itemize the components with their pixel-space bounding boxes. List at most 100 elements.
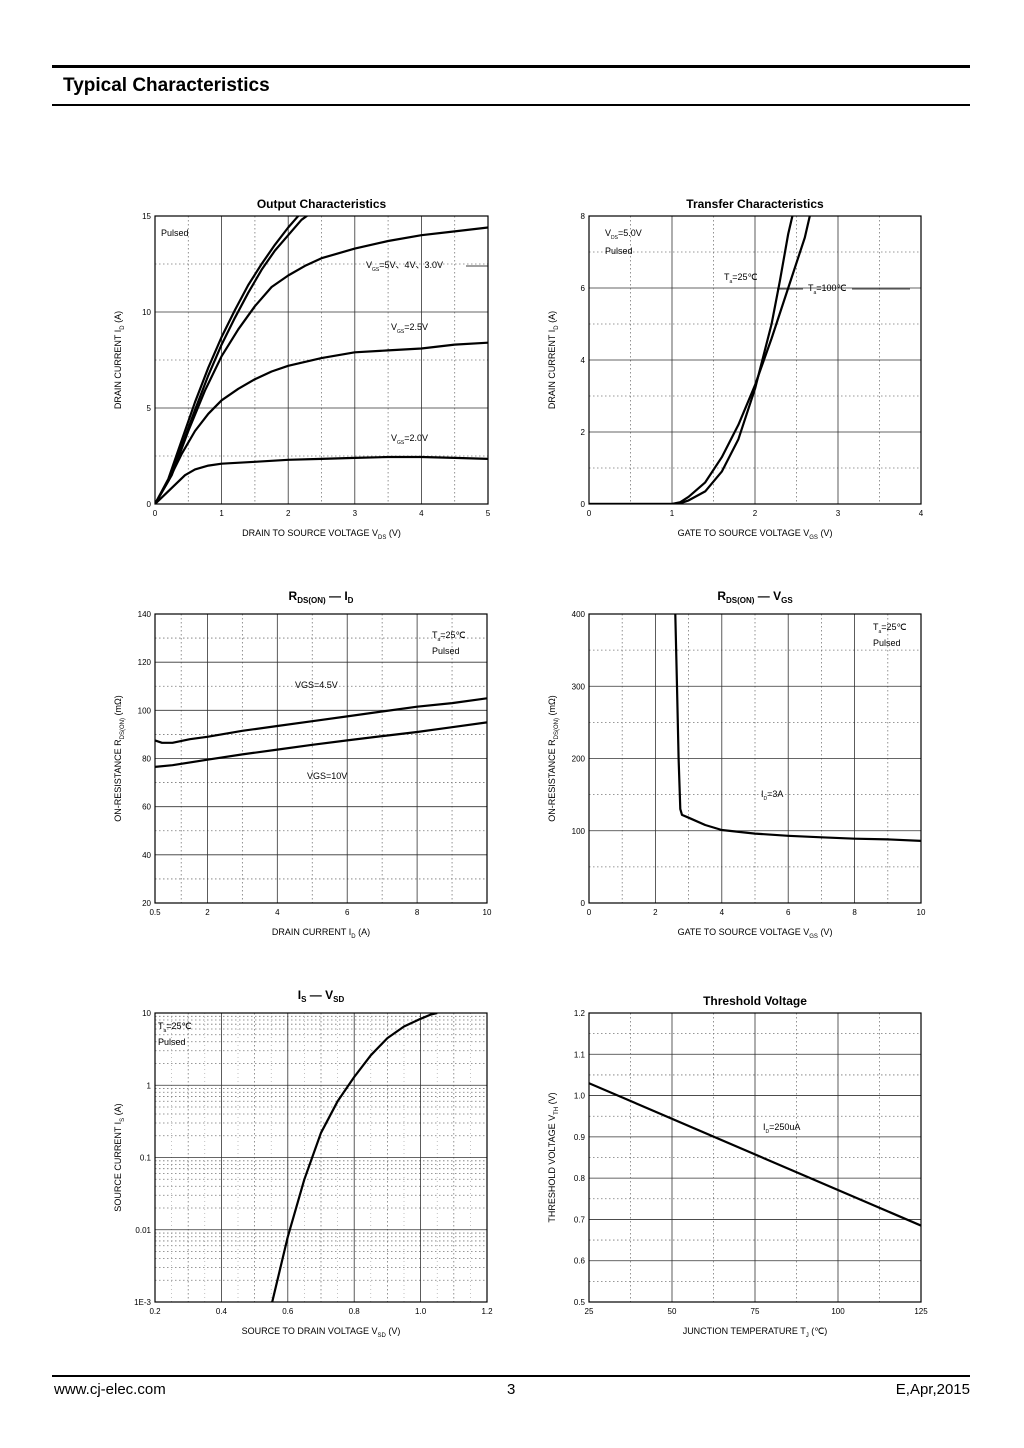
x-tick-label: 8 [852, 908, 857, 917]
y-tick-label: 80 [142, 755, 151, 764]
x-tick-label: 1 [219, 509, 224, 518]
series-line [155, 721, 487, 768]
x-tick-label: 0 [587, 908, 592, 917]
chart-title: RDS(ON) — VGS [717, 589, 793, 605]
chart-note: Ta=25℃ [158, 1021, 192, 1034]
x-tick-label: 100 [831, 1307, 845, 1316]
plot-frame [588, 215, 922, 505]
y-axis-label: DRAIN CURRENT ID (A) [547, 311, 560, 409]
series-line [271, 1013, 438, 1302]
y-tick-label: 40 [142, 851, 151, 860]
chart-note: Pulsed [432, 646, 460, 656]
plot-frame [588, 613, 922, 904]
chart-output: 0 1 2 3 4 5 0 5 10 15 Output Characteristics DRAIN … [113, 197, 491, 541]
x-tick-label: 125 [914, 1307, 928, 1316]
x-axis-label: GATE TO SOURCE VOLTAGE VGS (V) [678, 528, 833, 541]
y-tick-label: 100 [138, 706, 152, 715]
footer-page-number: 3 [507, 1381, 516, 1398]
y-tick-label: 0.01 [135, 1226, 151, 1235]
chart-note: Pulsed [605, 246, 633, 256]
x-tick-label: 0.5 [149, 908, 161, 917]
x-tick-label: 5 [486, 509, 491, 518]
chart-note: Ta=25℃ [432, 630, 466, 643]
chart-title: Threshold Voltage [703, 994, 807, 1008]
y-tick-label: 1 [147, 1081, 152, 1090]
y-tick-label: 1.1 [574, 1050, 586, 1059]
x-tick-label: 0 [153, 509, 158, 518]
series-label: VGS=2.0V [391, 433, 428, 446]
x-tick-label: 1 [670, 509, 675, 518]
y-tick-label: 1E-3 [134, 1298, 151, 1307]
y-tick-label: 0.9 [574, 1133, 586, 1142]
x-tick-label: 75 [751, 1307, 760, 1316]
x-axis-label: DRAIN TO SOURCE VOLTAGE VDS (V) [242, 528, 401, 541]
y-axis-label: ON-RESISTANCE RDS(ON) (mΩ) [113, 695, 126, 821]
y-tick-label: 0.6 [574, 1257, 586, 1266]
x-tick-label: 4 [720, 908, 725, 917]
y-tick-label: 0 [147, 500, 152, 509]
y-tick-label: 300 [572, 682, 586, 691]
chart-note: VDS=5.0V [605, 228, 642, 241]
series-line [155, 216, 300, 504]
x-tick-label: 3 [836, 509, 841, 518]
y-axis-label: THRESHOLD VOLTAGE VTH (V) [547, 1092, 560, 1222]
x-tick-label: 0.8 [349, 1307, 361, 1316]
y-tick-label: 0.1 [140, 1154, 152, 1163]
x-tick-label: 1.0 [415, 1307, 427, 1316]
footer-website: www.cj-elec.com [54, 1381, 166, 1398]
chart-note: Pulsed [161, 228, 189, 238]
y-tick-label: 100 [572, 827, 586, 836]
chart-note: Ta=25℃ [873, 622, 907, 635]
y-tick-label: 10 [142, 308, 151, 317]
x-tick-label: 8 [415, 908, 420, 917]
x-tick-label: 6 [786, 908, 791, 917]
x-tick-label: 4 [919, 509, 924, 518]
series-label: VGS=4.5V [295, 680, 338, 690]
chart-rds_id: 0.5 2 4 6 8 10 20 40 60 80 100 120 140 RDS(ON) — ID DR… [113, 589, 492, 940]
x-tick-label: 0.4 [216, 1307, 228, 1316]
series-line [589, 216, 811, 504]
y-tick-label: 0.7 [574, 1215, 586, 1224]
footer-revision: E,Apr,2015 [895, 1381, 970, 1398]
y-tick-label: 200 [572, 755, 586, 764]
series-label: ID=3A [761, 789, 783, 802]
x-tick-label: 2 [653, 908, 658, 917]
plot-frame [154, 1012, 488, 1303]
y-axis-label: SOURCE CURRENT IS (A) [113, 1103, 126, 1211]
y-tick-label: 60 [142, 803, 151, 812]
y-tick-label: 2 [581, 428, 586, 437]
x-tick-label: 4 [275, 908, 280, 917]
footer-rule [52, 1375, 970, 1377]
x-tick-label: 0.6 [282, 1307, 294, 1316]
x-axis-label: SOURCE TO DRAIN VOLTAGE VSD (V) [242, 1326, 401, 1339]
series-line [589, 1082, 921, 1227]
y-tick-label: 8 [581, 212, 586, 221]
header-bottom-rule [52, 104, 970, 106]
x-tick-label: 0 [587, 509, 592, 518]
series-label: Ta=100℃ [808, 283, 847, 296]
chart-vth: 25 50 75 100 125 0.5 0.6 0.7 0.8 0.9 1.0 1.1 1.2 Thre… [547, 994, 928, 1339]
x-tick-label: 10 [917, 908, 926, 917]
series-line [155, 697, 487, 744]
y-tick-label: 1.2 [574, 1009, 586, 1018]
y-tick-label: 5 [147, 404, 152, 413]
y-tick-label: 0 [581, 500, 586, 509]
y-tick-label: 0 [581, 899, 586, 908]
x-tick-label: 2 [753, 509, 758, 518]
y-tick-label: 400 [572, 610, 586, 619]
y-tick-label: 140 [138, 610, 152, 619]
y-tick-label: 120 [138, 658, 152, 667]
page-title: Typical Characteristics [63, 75, 270, 96]
chart-is_vsd: 0.2 0.4 0.6 0.8 1.0 1.2 1E-3 0.01 0.1 1 10 IS — VSD… [113, 988, 493, 1339]
x-tick-label: 2 [286, 509, 291, 518]
series-label: ID=250uA [763, 1122, 800, 1135]
header-top-rule [52, 65, 970, 68]
series-line [155, 341, 488, 504]
y-tick-label: 6 [581, 284, 586, 293]
chart-note: Pulsed [873, 638, 901, 648]
y-tick-label: 0.5 [574, 1298, 586, 1307]
y-tick-label: 15 [142, 212, 151, 221]
y-tick-label: 4 [581, 356, 586, 365]
y-tick-label: 1.0 [574, 1092, 586, 1101]
x-tick-label: 0.2 [149, 1307, 161, 1316]
